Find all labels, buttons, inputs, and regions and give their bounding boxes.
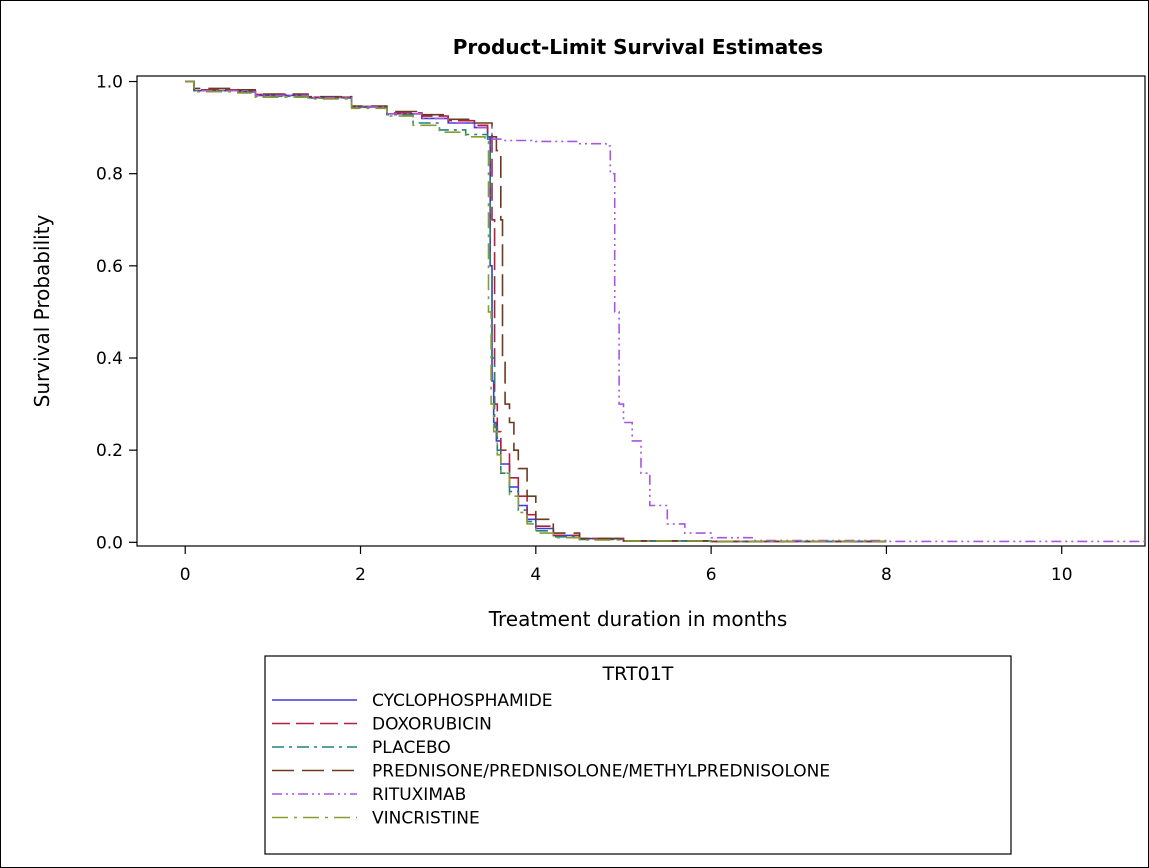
x-axis-label: Treatment duration in months [488,607,788,631]
x-tick-label: 4 [530,565,541,585]
series-layer [185,80,1145,543]
series-line-rituximab [185,80,1145,543]
series-line-placebo [185,80,887,543]
x-tick-label: 2 [355,565,366,585]
series-line-cyclophosphamide [185,80,887,543]
y-axis: 0.0 0.2 0.4 0.6 0.8 1.0 [96,73,137,553]
legend-title: TRT01T [602,663,674,685]
x-tick-label: 8 [881,565,892,585]
legend-label: VINCRISTINE [372,809,480,829]
x-axis: 0 2 4 6 8 10 [180,546,1073,585]
legend-label: DOXORUBICIN [372,715,492,735]
legend-label: CYCLOPHOSPHAMIDE [372,691,553,711]
chart-title: Product-Limit Survival Estimates [453,35,823,59]
legend-items: CYCLOPHOSPHAMIDE DOXORUBICIN PLACEBO PREDNI… [272,691,830,829]
y-tick-label: 0.4 [96,349,123,369]
series-line-prednisone-prednisolone-methylprednisolone [185,80,887,543]
legend-label: PREDNISONE/PREDNISOLONE/METHYLPREDNISOLO… [372,762,830,782]
legend-label: PLACEBO [372,738,451,758]
y-tick-label: 0.2 [96,441,123,461]
x-tick-label: 10 [1051,565,1073,585]
legend-label: RITUXIMAB [372,785,466,805]
plot-area [136,75,1146,547]
y-tick-label: 0.8 [96,165,123,185]
legend-box [264,655,1012,855]
x-tick-label: 6 [706,565,717,585]
legend: TRT01T CYCLOPHOSPHAMIDE DOXORUBICIN PLACEB… [264,655,1012,855]
x-tick-label: 0 [180,565,191,585]
y-tick-label: 0.0 [96,533,123,553]
series-line-vincristine [185,80,887,543]
y-tick-label: 0.6 [96,257,123,277]
series-line-doxorubicin [185,80,887,543]
y-axis-label: Survival Probability [30,214,54,407]
y-tick-label: 1.0 [96,73,123,93]
